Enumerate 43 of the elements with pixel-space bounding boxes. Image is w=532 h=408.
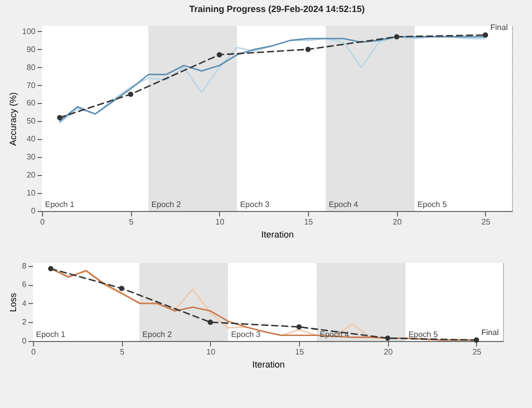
y-tick-label: 60 — [26, 98, 36, 108]
y-tick-label: 70 — [26, 80, 36, 90]
band-label: Epoch 1 — [45, 200, 75, 209]
x-tick-label: 10 — [206, 348, 216, 356]
y-tick-label: 4 — [22, 298, 28, 308]
x-tick-label: 20 — [392, 218, 402, 226]
band-label: Epoch 2 — [151, 200, 182, 209]
y-tick-label: 40 — [26, 134, 36, 144]
band-label: Epoch 4 — [328, 200, 359, 209]
y-tick-label: 6 — [22, 280, 28, 290]
series-label: Final — [481, 328, 499, 338]
x-tick-label: 5 — [128, 218, 134, 226]
x-tick-label: 25 — [472, 348, 482, 356]
chart-title: Training Progress (29-Feb-2024 14:52:15) — [189, 4, 365, 14]
y-tick-label: 30 — [26, 152, 36, 162]
y-tick-label: 0 — [31, 206, 36, 216]
y-tick-label: 0 — [22, 336, 28, 346]
y-axis-title: Loss — [8, 292, 18, 312]
x-tick-label: 20 — [384, 348, 394, 356]
y-tick-label: 80 — [26, 62, 36, 72]
x-tick-label: 5 — [120, 348, 125, 356]
x-tick-label: 25 — [481, 218, 491, 226]
series-label: Final — [490, 22, 508, 32]
x-tick-label: 10 — [215, 218, 225, 226]
band-label: Epoch 3 — [240, 200, 270, 209]
y-tick-label: 100 — [22, 26, 36, 36]
y-tick-label: 50 — [26, 116, 36, 126]
y-tick-label: 2 — [22, 318, 28, 327]
band-label: Epoch 5 — [417, 200, 448, 209]
band-label: Epoch 1 — [36, 330, 66, 339]
x-axis-title: Iteration — [252, 360, 285, 370]
band-label: Epoch 2 — [142, 330, 172, 339]
y-tick-label: 20 — [26, 170, 36, 180]
x-tick-label: 0 — [40, 218, 46, 226]
band-label: Epoch 3 — [231, 330, 261, 339]
y-axis-title: Accuracy (%) — [8, 92, 18, 146]
y-tick-label: 8 — [22, 261, 28, 270]
y-tick-label: 90 — [26, 44, 36, 54]
band-label: Epoch 5 — [408, 330, 438, 339]
y-tick-label: 10 — [26, 188, 36, 198]
x-tick-label: 15 — [295, 348, 305, 356]
x-tick-label: 15 — [304, 218, 314, 226]
x-axis-title: Iteration — [261, 230, 294, 240]
